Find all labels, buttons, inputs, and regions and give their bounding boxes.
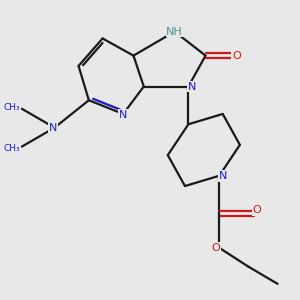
- Text: NH: NH: [166, 27, 183, 37]
- Text: CH₃: CH₃: [4, 103, 20, 112]
- Text: CH₃: CH₃: [4, 144, 20, 153]
- Text: O: O: [232, 51, 241, 61]
- Text: O: O: [253, 205, 261, 215]
- Text: N: N: [188, 82, 196, 92]
- Text: O: O: [212, 243, 220, 253]
- Text: N: N: [49, 123, 57, 133]
- Text: N: N: [119, 110, 128, 120]
- Text: N: N: [218, 171, 227, 181]
